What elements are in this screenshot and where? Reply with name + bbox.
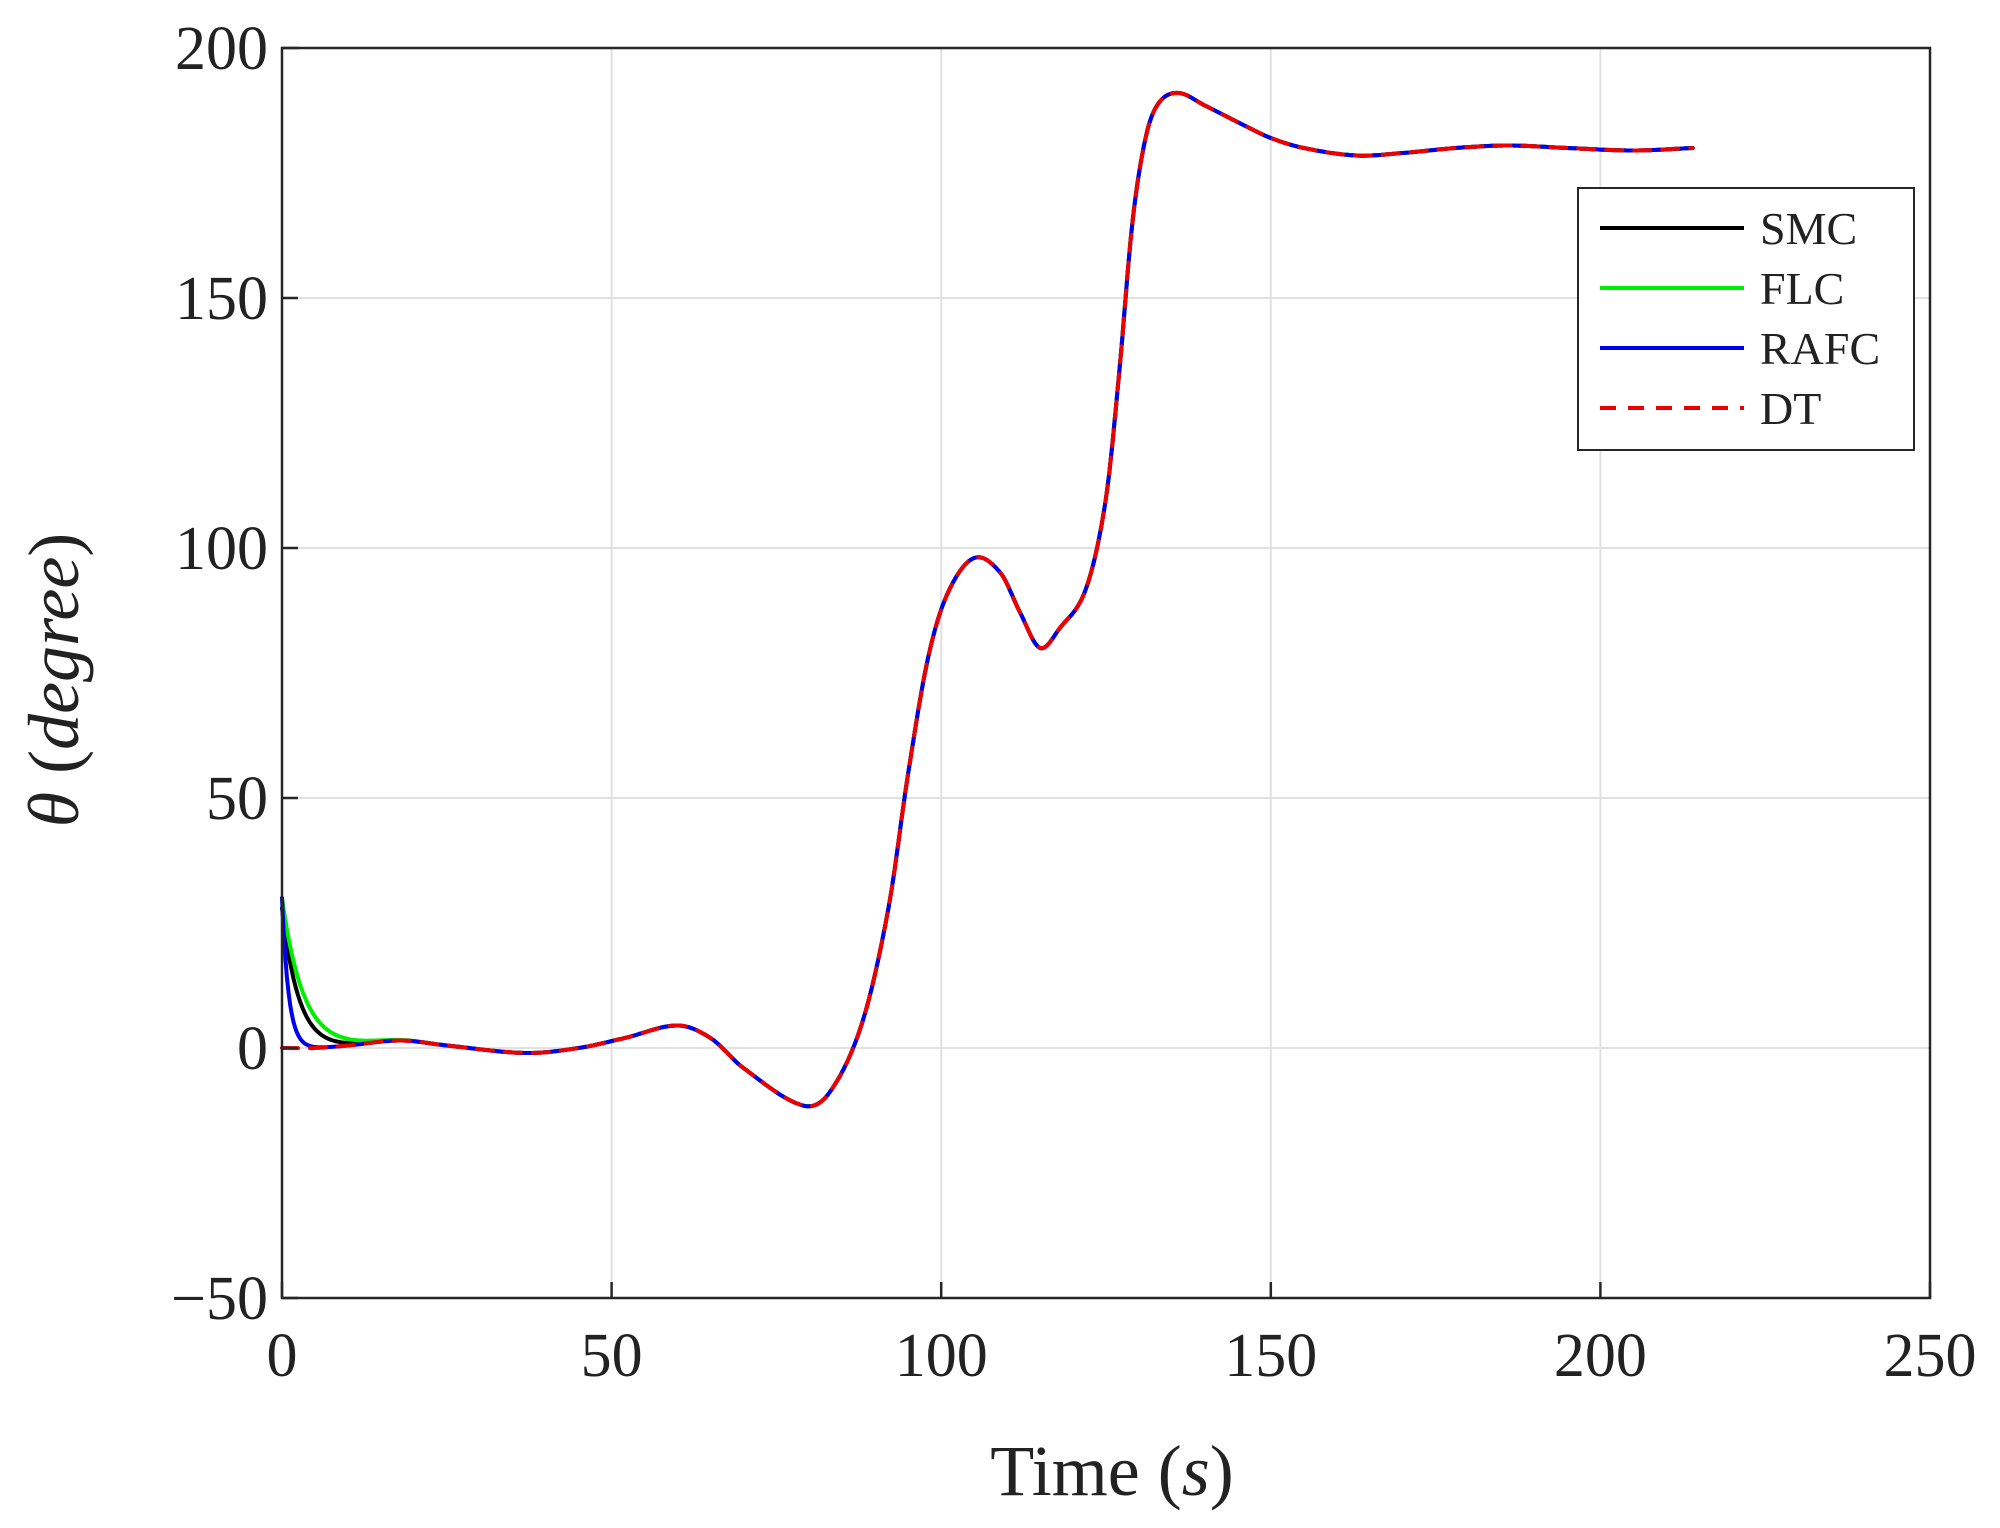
x-tick-label: 150 [1224, 1322, 1317, 1390]
y-axis-label: θ (degree) [14, 533, 94, 828]
y-tick-label: 150 [175, 265, 268, 333]
legend: SMC FLC RAFC DT [1577, 187, 1915, 451]
legend-label-flc: FLC [1760, 263, 1844, 314]
y-tick-label: 0 [237, 1015, 268, 1083]
series-line-dt [280, 90, 1695, 1109]
x-tick-label: 50 [581, 1322, 643, 1390]
legend-label-dt: DT [1760, 383, 1821, 434]
y-tick-label: 200 [175, 15, 268, 83]
series-line-rafc [280, 90, 1695, 1109]
y-tick-label: −50 [171, 1265, 268, 1333]
x-tick-label: 250 [1884, 1322, 1977, 1390]
series-line-smc [280, 90, 1695, 1109]
plot-series [280, 90, 1695, 1109]
legend-label-rafc: RAFC [1760, 323, 1880, 374]
y-tick-label: 50 [206, 765, 268, 833]
series-line-flc [280, 90, 1695, 1109]
x-tick-label: 100 [895, 1322, 988, 1390]
x-axis-label: Time (s) [990, 1431, 1233, 1511]
plot-frame [280, 46, 1932, 1300]
legend-label-smc: SMC [1760, 203, 1857, 254]
y-tick-label: 100 [175, 515, 268, 583]
x-tick-label: 0 [267, 1322, 298, 1390]
x-tick-label: 200 [1554, 1322, 1647, 1390]
